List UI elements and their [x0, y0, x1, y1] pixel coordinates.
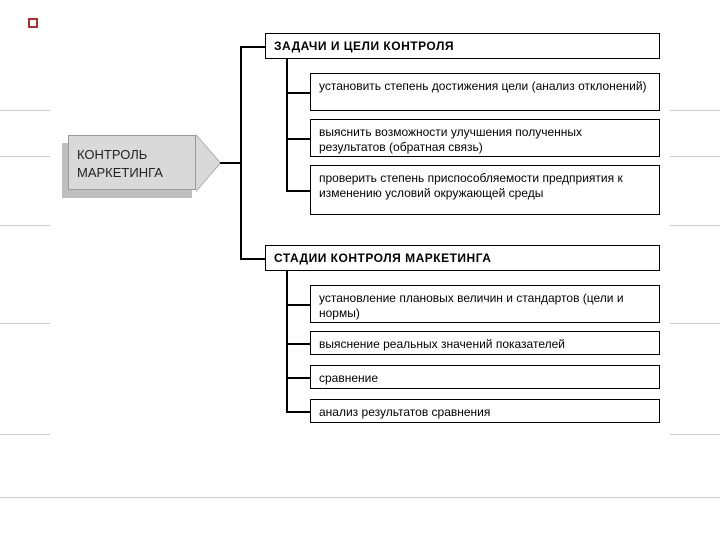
connector-line [240, 258, 265, 260]
connector-line [240, 46, 265, 48]
section2-header: СТАДИИ КОНТРОЛЯ МАРКЕТИНГА [265, 245, 660, 271]
section1-item: проверить степень приспособляемости пред… [310, 165, 660, 215]
connector-line [286, 59, 288, 190]
connector-line [286, 190, 310, 192]
section1-item: установить степень достижения цели (анал… [310, 73, 660, 111]
connector-line [286, 92, 310, 94]
section1-item: выяснить возможности улучшения полученны… [310, 119, 660, 157]
diagram-canvas: КОНТРОЛЬ МАРКЕТИНГА ЗАДАЧИ И ЦЕЛИ КОНТРО… [50, 15, 670, 495]
connector-line [286, 304, 310, 306]
section1-header: ЗАДАЧИ И ЦЕЛИ КОНТРОЛЯ [265, 33, 660, 59]
connector-line [286, 271, 288, 411]
slide-bullet-icon [28, 18, 38, 28]
section2-item: установление плановых величин и стандарт… [310, 285, 660, 323]
main-label-line1: КОНТРОЛЬ [77, 146, 187, 164]
section2-item: выяснение реальных значений показателей [310, 331, 660, 355]
section2-item: сравнение [310, 365, 660, 389]
section2-item: анализ результатов сравнения [310, 399, 660, 423]
connector-line [286, 377, 310, 379]
main-arrow-icon [196, 135, 220, 191]
connector-line [286, 343, 310, 345]
connector-line [286, 138, 310, 140]
connector-line [240, 46, 242, 258]
connector-line [220, 162, 241, 164]
main-box: КОНТРОЛЬ МАРКЕТИНГА [68, 135, 196, 190]
page-rule [0, 497, 720, 498]
main-label-line2: МАРКЕТИНГА [77, 164, 187, 182]
connector-line [286, 411, 310, 413]
